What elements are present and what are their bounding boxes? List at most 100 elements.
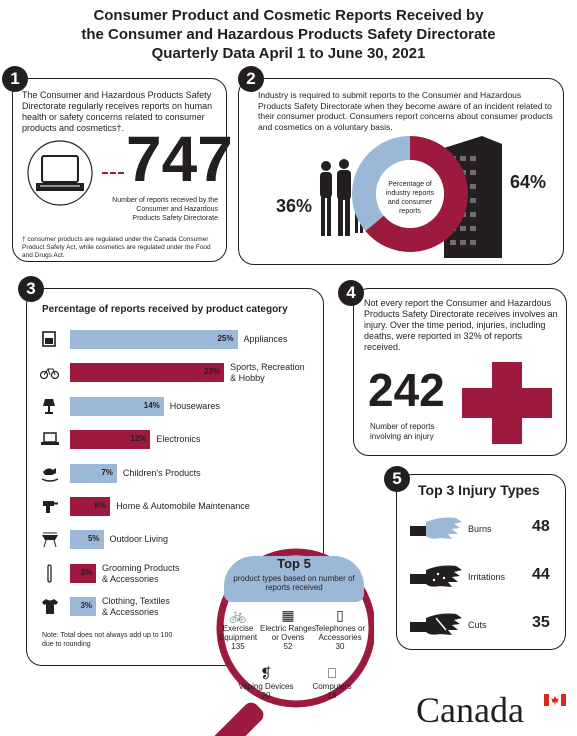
oven-icon [40,330,60,355]
bicycle-icon [39,363,60,388]
footnote-text: † consumer products are regulated under … [22,236,211,259]
bar-5: 6% [70,497,111,516]
category-label: Electronics [156,434,200,445]
consumer-percentage: 36% [276,196,313,216]
top5-item-value: 52 [283,642,293,651]
barbecue-icon [40,530,60,555]
bar-4: 7% [70,463,117,483]
category-label-line: & Accessories [102,607,159,618]
total-reports-caption: Number of reports received by the Consum… [112,197,218,222]
bar-value-label: 6% [94,501,107,510]
panel-1-intro: The Consumer and Hazardous Products Safe… [22,90,213,133]
page-title: Consumer Product and Cosmetic Reports Re… [0,6,577,63]
vape-icon: ❡ [260,665,272,681]
irritated-hand-icon [410,560,464,599]
report-source-donut [352,136,468,252]
exercise-bike-icon: 🚲 [229,607,247,623]
phone-icon: ▯ [336,607,344,623]
bar-value-label: 12% [130,434,147,444]
bar-value-label: 14% [143,400,160,410]
category-label-line: Electronics [156,434,201,445]
panel-5-number: 5 [384,466,410,492]
laptop-icon [40,430,60,455]
injury-report-caption: Number of reports involving an injury [370,422,435,441]
top5-item: ▦ Electric Ranges or Ovens 52 [258,606,318,651]
top5-item-label: Electric Ranges or Ovens [259,624,317,642]
category-label: Grooming Products & Accessories [102,563,180,585]
category-label: Appliances [244,334,288,345]
bar-8: 3% [70,597,96,617]
panel-2-intro: Industry is required to submit reports t… [258,90,553,132]
panel-3-number: 3 [18,276,44,302]
bar-value-label: 7% [101,467,113,477]
category-label-line: & Hobby [230,373,265,384]
category-label-line: Appliances [243,334,288,344]
canada-flag-icon [544,694,566,706]
top5-heading: Top 5 [277,556,311,571]
top5-item-label: Vaping Devices [238,682,294,691]
injury-type-label: Cuts [468,620,487,630]
title-line-3: Quarterly Data April 1 to June 30, 2021 [151,45,426,62]
bar-value-label: 25% [217,334,234,343]
panel-1-number: 1 [2,66,28,92]
top5-subheading: product types based on number of reports… [233,574,355,592]
panel-1-footnote: † consumer products are regulated under … [22,236,222,260]
top5-item-label: Exercise Equipment [218,624,258,642]
cut-hand-icon [410,608,464,647]
injury-type-label: Burns [468,524,492,534]
range-icon: ▦ [281,607,295,623]
category-label-line: & Accessories [102,573,159,584]
category-label-line: Home & Automobile Maintenance [116,501,250,511]
title-line-1: Consumer Product and Cosmetic Reports Re… [93,7,484,24]
panel-2-number: 2 [238,66,264,92]
category-chart-heading: Percentage of reports received by produc… [42,304,288,315]
category-label: Housewares [170,401,220,412]
category-label: Home & Automobile Maintenance [116,501,250,512]
top5-item: 🚲 Exercise Equipment 135 [208,606,268,651]
lamp-icon [40,397,60,422]
panel-4-intro: Not every report the Consumer and Hazard… [364,298,558,352]
panel-injuries [353,288,567,456]
top5-item-label: Telephones or Accessories [314,624,366,642]
laptop-icon [20,140,104,211]
category-label: Clothing, Textiles & Accessories [102,596,170,618]
donut-center-label: Percentage of industry reports and consu… [385,181,435,215]
category-label-line: Grooming Products [102,562,180,573]
title-line-2: the Consumer and Hazardous Products Safe… [81,26,496,43]
injury-type-count: 44 [532,566,550,583]
shirt-icon [40,597,60,622]
category-label: Outdoor Living [110,534,169,545]
injury-report-number: 242 [368,364,445,416]
injury-types-heading: Top 3 Injury Types [418,482,540,498]
razor-icon [40,564,60,589]
rocking-horse-icon [40,464,60,489]
category-label-line: Sports, Recreation [230,362,305,373]
donut-hole [376,160,444,228]
bar-7: 3% [70,563,96,583]
donut-slice-consumer [352,136,411,231]
top5-header-band [224,556,364,602]
category-label-line: Children's Products [122,467,201,478]
medical-cross-icon [462,362,552,449]
top5-item-value: 135 [231,642,245,651]
top5-item-value: 18 [327,691,337,700]
bar-1: 23% [70,363,225,383]
canada-wordmark: Canada [416,690,524,730]
canada-wordmark-text: Canada [416,690,524,730]
category-label-line: Clothing, Textiles [102,596,170,607]
top5-item-value: 20 [261,691,271,700]
injury-type-label: Irritations [468,572,506,582]
category-label-line: Outdoor Living [109,534,169,545]
rounding-note: Note: Total does not always add up to 10… [42,632,173,648]
bar-0: 25% [70,330,238,349]
top5-item: ▯ Telephones or Accessories 30 [310,606,370,651]
bar-3: 12% [70,430,151,450]
top5-item-label: Computers [312,682,352,691]
bar-2: 14% [70,396,164,416]
burned-hand-icon [410,512,464,551]
top5-item: ❡ Vaping Devices 20 [236,664,296,700]
panel-4-number: 4 [338,280,364,306]
dashed-connector [102,172,124,174]
donut-slice-industry [365,136,468,252]
category-label-line: Housewares [169,400,220,411]
